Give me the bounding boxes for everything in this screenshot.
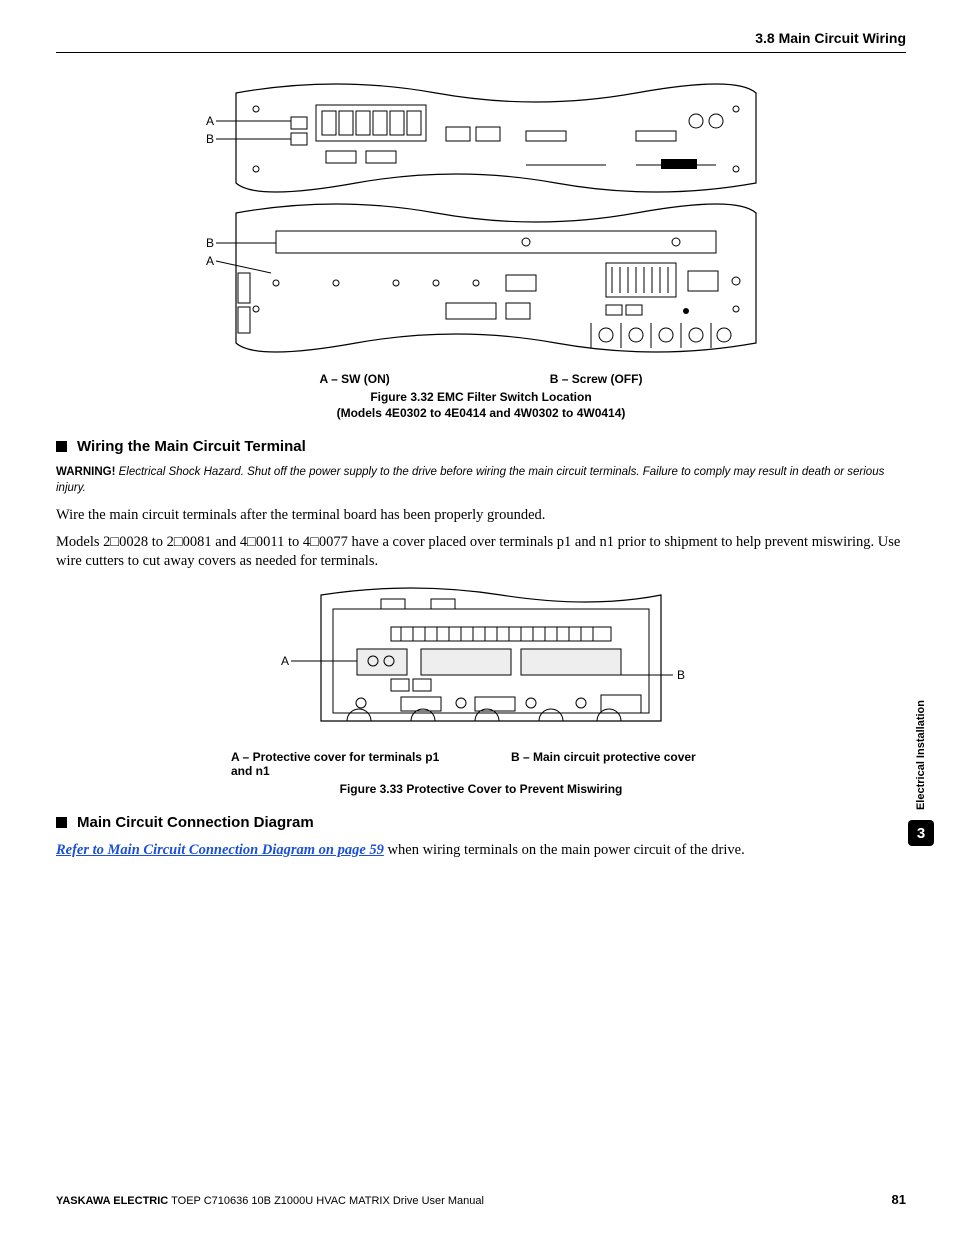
figure-32-subcaption: (Models 4E0302 to 4E0414 and 4W0302 to 4…: [56, 406, 906, 420]
chapter-label: Electrical Installation: [915, 700, 927, 810]
section-number: 3.8 Main Circuit Wiring: [755, 30, 906, 46]
section-title-2: Main Circuit Connection Diagram: [77, 814, 314, 831]
body-p2: Models 2□0028 to 2□0081 and 4□0011 to 4□…: [56, 533, 906, 571]
bullet-icon: [56, 817, 67, 828]
bullet-icon: [56, 441, 67, 452]
figure-32-legend: A – SW (ON) B – Screw (OFF): [56, 372, 906, 386]
footer-doc-title: TOEP C710636 10B Z1000U HVAC MATRIX Driv…: [168, 1195, 484, 1207]
legend-b: B – Screw (OFF): [550, 372, 643, 386]
warning-text: Electrical Shock Hazard. Shut off the po…: [56, 466, 884, 494]
figure-33-caption: Figure 3.33 Protective Cover to Prevent …: [56, 782, 906, 796]
footer-brand: YASKAWA ELECTRIC: [56, 1195, 168, 1207]
svg-text:B: B: [206, 132, 214, 146]
footer-doc: YASKAWA ELECTRIC TOEP C710636 10B Z1000U…: [56, 1195, 484, 1207]
svg-text:A: A: [206, 254, 214, 268]
svg-text:A: A: [281, 654, 289, 668]
legend-a: A – SW (ON): [320, 372, 390, 386]
section-connection-diagram: Main Circuit Connection Diagram: [56, 814, 906, 831]
legend-b-33: B – Main circuit protective cover: [511, 750, 731, 778]
connection-link-paragraph: Refer to Main Circuit Connection Diagram…: [56, 841, 906, 860]
emc-filter-diagram: A B: [176, 73, 786, 363]
after-link-text: when wiring terminals on the main power …: [384, 842, 745, 858]
footer-page-number: 81: [892, 1192, 906, 1207]
section-title: Wiring the Main Circuit Terminal: [77, 438, 306, 455]
figure-3-33: A B A – Protective cover for terminals p…: [56, 581, 906, 796]
svg-text:B: B: [206, 236, 214, 250]
figure-33-legend: A – Protective cover for terminals p1 an…: [56, 750, 906, 778]
figure-3-32: A B: [56, 73, 906, 420]
legend-a-33: A – Protective cover for terminals p1 an…: [231, 750, 451, 778]
warning-paragraph: WARNING! Electrical Shock Hazard. Shut o…: [56, 465, 906, 496]
page-header: 3.8 Main Circuit Wiring: [56, 30, 906, 53]
protective-cover-diagram: A B: [261, 581, 701, 741]
body-p1: Wire the main circuit terminals after th…: [56, 506, 906, 525]
warning-label: WARNING!: [56, 466, 115, 478]
svg-text:B: B: [677, 668, 685, 682]
svg-text:A: A: [206, 114, 214, 128]
cross-ref-link[interactable]: Refer to Main Circuit Connection Diagram…: [56, 842, 384, 858]
chapter-tab: Electrical Installation 3: [908, 700, 934, 846]
figure-32-caption: Figure 3.32 EMC Filter Switch Location: [56, 390, 906, 404]
page-footer: YASKAWA ELECTRIC TOEP C710636 10B Z1000U…: [56, 1192, 906, 1207]
chapter-number: 3: [908, 820, 934, 846]
section-wiring-terminal: Wiring the Main Circuit Terminal: [56, 438, 906, 455]
